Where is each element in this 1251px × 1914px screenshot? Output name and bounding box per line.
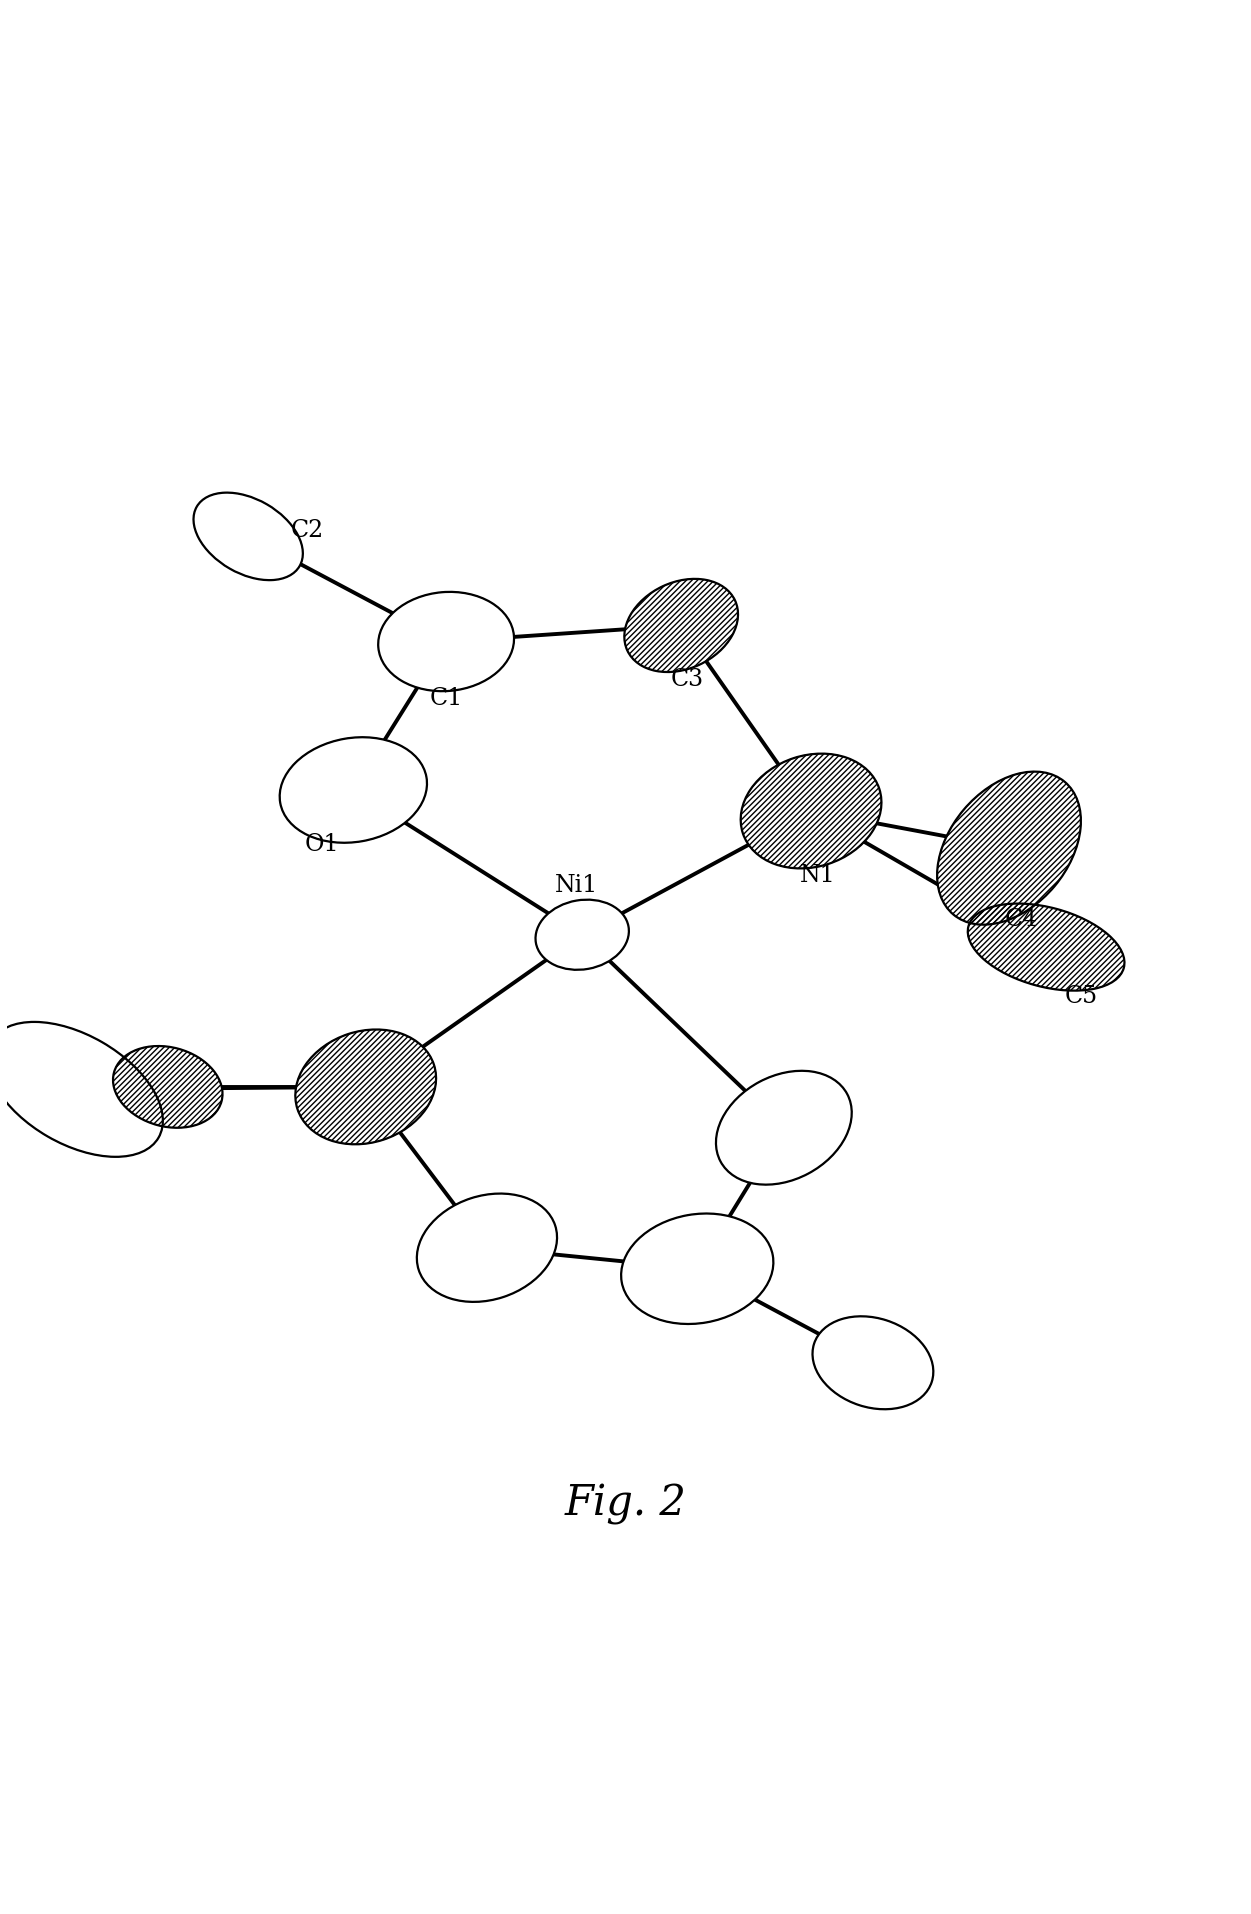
- Text: C4: C4: [1005, 909, 1038, 932]
- Ellipse shape: [194, 492, 303, 580]
- Ellipse shape: [417, 1194, 557, 1302]
- Text: N1: N1: [799, 863, 836, 886]
- Ellipse shape: [378, 591, 514, 691]
- Ellipse shape: [741, 754, 882, 869]
- Ellipse shape: [716, 1070, 852, 1185]
- Ellipse shape: [622, 1213, 773, 1324]
- Text: C2: C2: [291, 519, 324, 542]
- Text: Ni1: Ni1: [554, 875, 598, 898]
- Text: O1: O1: [305, 833, 340, 856]
- Ellipse shape: [937, 771, 1081, 924]
- Ellipse shape: [624, 578, 738, 672]
- Ellipse shape: [535, 900, 629, 970]
- Text: C5: C5: [1065, 986, 1097, 1009]
- Ellipse shape: [280, 737, 427, 842]
- Ellipse shape: [968, 903, 1125, 991]
- Ellipse shape: [113, 1047, 223, 1127]
- Ellipse shape: [295, 1030, 437, 1145]
- Text: Fig. 2: Fig. 2: [564, 1483, 687, 1525]
- Ellipse shape: [0, 1022, 163, 1156]
- Text: C3: C3: [671, 668, 704, 691]
- Text: C1: C1: [429, 687, 463, 710]
- Ellipse shape: [812, 1317, 933, 1409]
